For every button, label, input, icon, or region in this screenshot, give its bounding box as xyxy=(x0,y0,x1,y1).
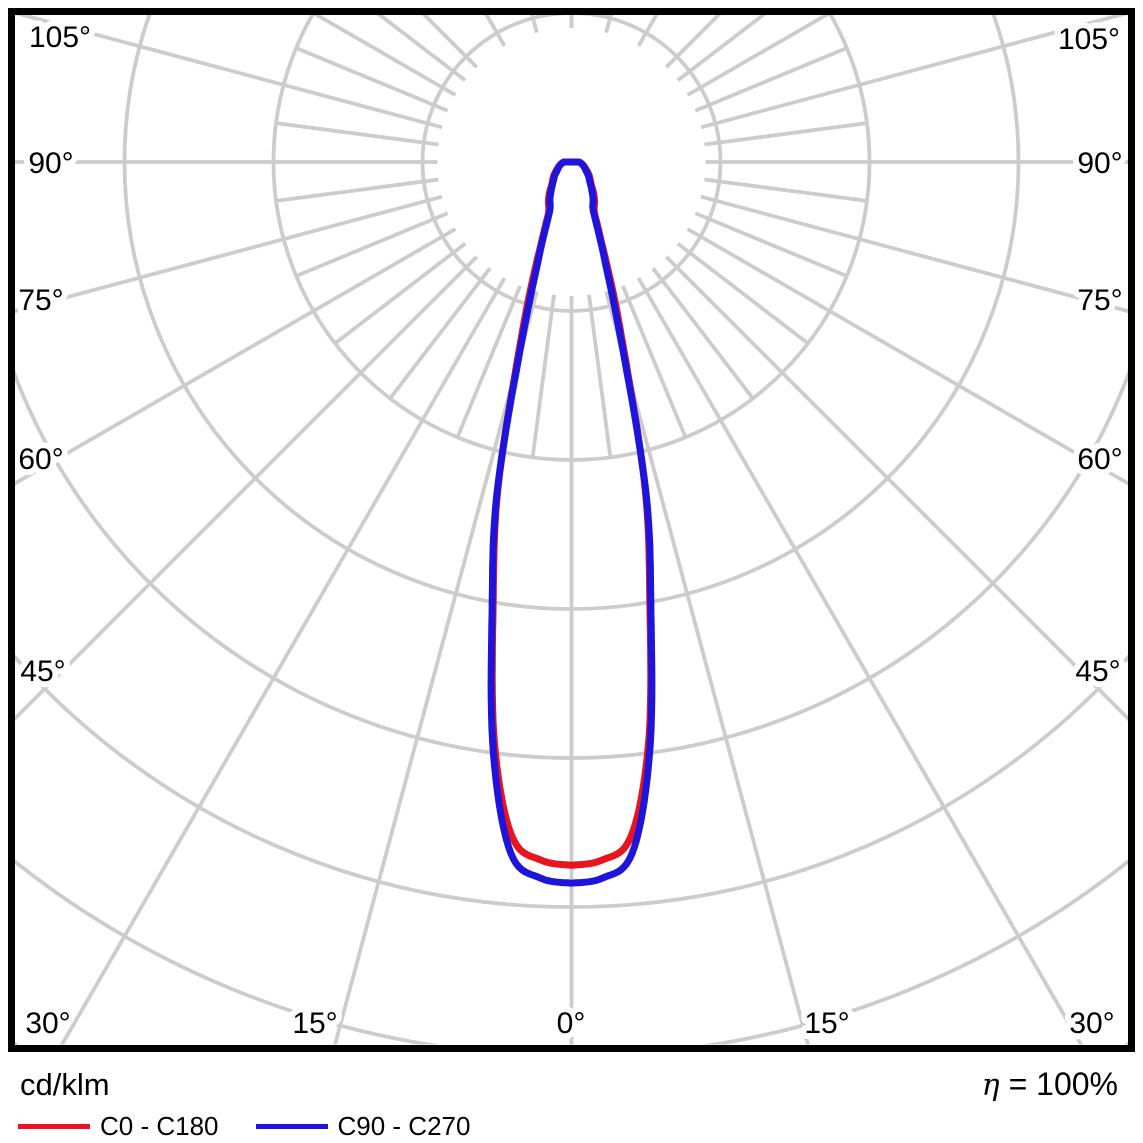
svg-text:15°: 15° xyxy=(292,1007,337,1040)
eta-symbol: η xyxy=(981,1068,1000,1103)
polar-intensity-chart: 105° 90° 75° 60° 45° 105° 90° 75° 60° 45° 30° 15° 0°… xyxy=(8,8,1135,1052)
svg-text:30°: 30° xyxy=(25,1007,70,1040)
legend-swatch-c0-icon xyxy=(18,1123,90,1129)
legend-entry-c90: C90 - C270 xyxy=(255,1111,471,1141)
svg-text:75°: 75° xyxy=(1077,284,1122,317)
svg-text:0°: 0° xyxy=(557,1007,586,1040)
svg-text:45°: 45° xyxy=(20,655,65,688)
svg-text:60°: 60° xyxy=(18,443,63,476)
svg-text:15°: 15° xyxy=(804,1007,849,1040)
svg-text:90°: 90° xyxy=(1077,147,1122,180)
svg-text:30°: 30° xyxy=(1069,1007,1114,1040)
svg-text:45°: 45° xyxy=(1075,655,1120,688)
legend-label-c90: C90 - C270 xyxy=(337,1111,471,1141)
svg-text:60°: 60° xyxy=(1077,443,1122,476)
legend-swatch-c90-icon xyxy=(255,1123,328,1129)
efficiency-value: = 100% xyxy=(1008,1066,1118,1102)
efficiency-label: η = 100% xyxy=(982,1066,1118,1104)
svg-text:90°: 90° xyxy=(28,147,73,180)
svg-text:75°: 75° xyxy=(18,284,63,317)
legend-entry-c0: C0 - C180 xyxy=(18,1111,219,1141)
svg-text:105°: 105° xyxy=(29,21,91,54)
legend-label-c0: C0 - C180 xyxy=(100,1111,219,1141)
svg-text:105°: 105° xyxy=(1058,23,1120,56)
legend: C0 - C180 C90 - C270 xyxy=(18,1110,470,1142)
unit-label: cd/klm xyxy=(20,1067,110,1102)
